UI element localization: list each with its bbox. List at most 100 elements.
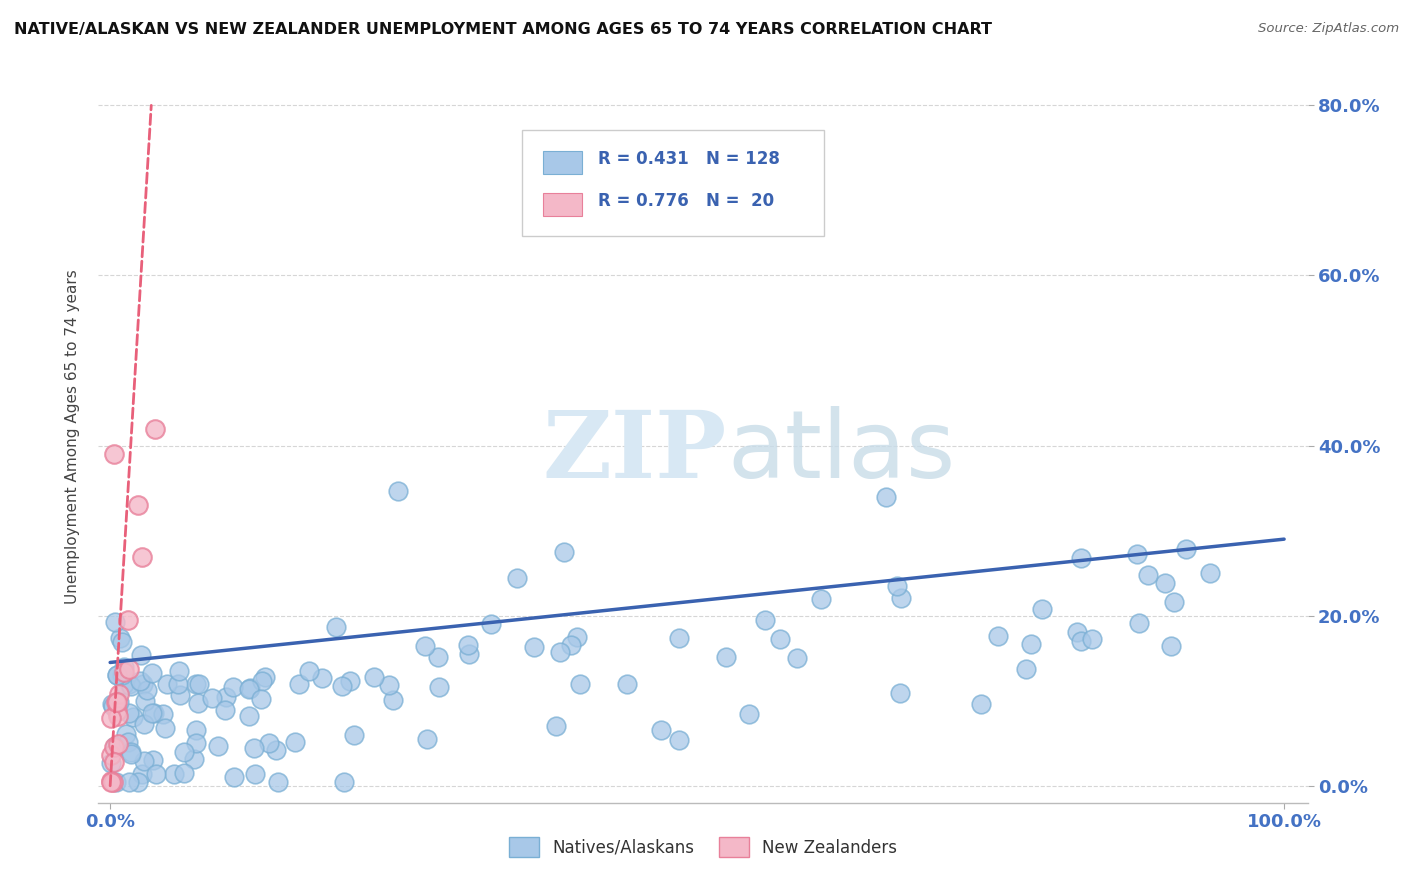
- Y-axis label: Unemployment Among Ages 65 to 74 years: Unemployment Among Ages 65 to 74 years: [65, 269, 80, 605]
- Point: [201, 690, 224, 705]
- Point: [108, 631, 131, 645]
- Point: [120, 679, 142, 693]
- Point: [127, 498, 149, 512]
- Point: [129, 648, 152, 663]
- Point: [479, 617, 502, 632]
- Point: [987, 629, 1010, 643]
- Point: [1137, 568, 1160, 582]
- Point: [134, 754, 156, 768]
- Point: [738, 707, 761, 722]
- Point: [215, 690, 238, 704]
- Point: [257, 736, 280, 750]
- Point: [267, 774, 290, 789]
- Point: [108, 688, 131, 702]
- Point: [668, 632, 690, 646]
- Point: [264, 743, 287, 757]
- Point: [238, 708, 260, 723]
- Point: [117, 613, 139, 627]
- Point: [875, 491, 897, 505]
- Point: [118, 774, 141, 789]
- Point: [101, 774, 124, 789]
- Point: [754, 613, 776, 627]
- Point: [167, 677, 190, 691]
- Point: [214, 702, 236, 716]
- Point: [249, 692, 271, 706]
- Point: [343, 728, 366, 742]
- Point: [1175, 542, 1198, 557]
- Point: [890, 591, 912, 606]
- Point: [143, 706, 166, 720]
- Point: [333, 774, 356, 789]
- Point: [103, 615, 125, 629]
- Point: [121, 710, 143, 724]
- Point: [243, 740, 266, 755]
- Point: [103, 739, 125, 754]
- Point: [118, 663, 141, 677]
- Point: [141, 666, 163, 681]
- Point: [457, 638, 479, 652]
- Point: [134, 694, 156, 708]
- Point: [187, 697, 209, 711]
- Point: [254, 670, 277, 684]
- Point: [330, 679, 353, 693]
- Point: [970, 697, 993, 711]
- Point: [716, 649, 738, 664]
- Point: [222, 770, 245, 784]
- Point: [105, 667, 128, 681]
- Point: [238, 682, 260, 697]
- Point: [1128, 616, 1150, 631]
- Point: [284, 735, 307, 749]
- Point: [188, 677, 211, 691]
- Point: [243, 767, 266, 781]
- Point: [668, 733, 690, 747]
- Point: [311, 671, 333, 685]
- Point: [1015, 662, 1038, 676]
- Point: [1126, 547, 1149, 561]
- Point: [141, 706, 163, 720]
- Point: [105, 774, 128, 789]
- Point: [1070, 550, 1092, 565]
- Point: [548, 645, 571, 659]
- Point: [458, 647, 481, 661]
- Point: [546, 718, 568, 732]
- FancyBboxPatch shape: [522, 130, 824, 235]
- Point: [143, 421, 166, 435]
- Point: [118, 677, 141, 691]
- Point: [152, 706, 174, 721]
- Point: [173, 766, 195, 780]
- Point: [886, 579, 908, 593]
- Point: [288, 677, 311, 691]
- Point: [769, 632, 792, 646]
- Point: [108, 695, 131, 709]
- Point: [103, 755, 125, 769]
- Point: [153, 722, 176, 736]
- Point: [104, 739, 127, 754]
- Point: [107, 668, 129, 682]
- Text: Source: ZipAtlas.com: Source: ZipAtlas.com: [1258, 22, 1399, 36]
- Point: [427, 680, 450, 694]
- Point: [100, 774, 122, 789]
- Point: [1160, 639, 1182, 653]
- Point: [1031, 602, 1053, 616]
- Point: [118, 706, 141, 720]
- Point: [112, 660, 135, 674]
- Point: [298, 664, 321, 678]
- Point: [112, 677, 135, 691]
- FancyBboxPatch shape: [543, 193, 582, 216]
- Point: [363, 670, 385, 684]
- Point: [1070, 633, 1092, 648]
- Point: [553, 545, 575, 559]
- Point: [145, 766, 167, 780]
- Point: [127, 774, 149, 789]
- Point: [523, 640, 546, 654]
- Point: [786, 650, 808, 665]
- Point: [131, 767, 153, 781]
- Point: [1154, 575, 1177, 590]
- Point: [131, 549, 153, 564]
- Point: [339, 673, 361, 688]
- Text: atlas: atlas: [727, 406, 956, 498]
- Text: ZIP: ZIP: [543, 407, 727, 497]
- Legend: Natives/Alaskans, New Zealanders: Natives/Alaskans, New Zealanders: [502, 830, 904, 864]
- Text: R = 0.776   N =  20: R = 0.776 N = 20: [598, 192, 773, 210]
- Point: [101, 698, 124, 712]
